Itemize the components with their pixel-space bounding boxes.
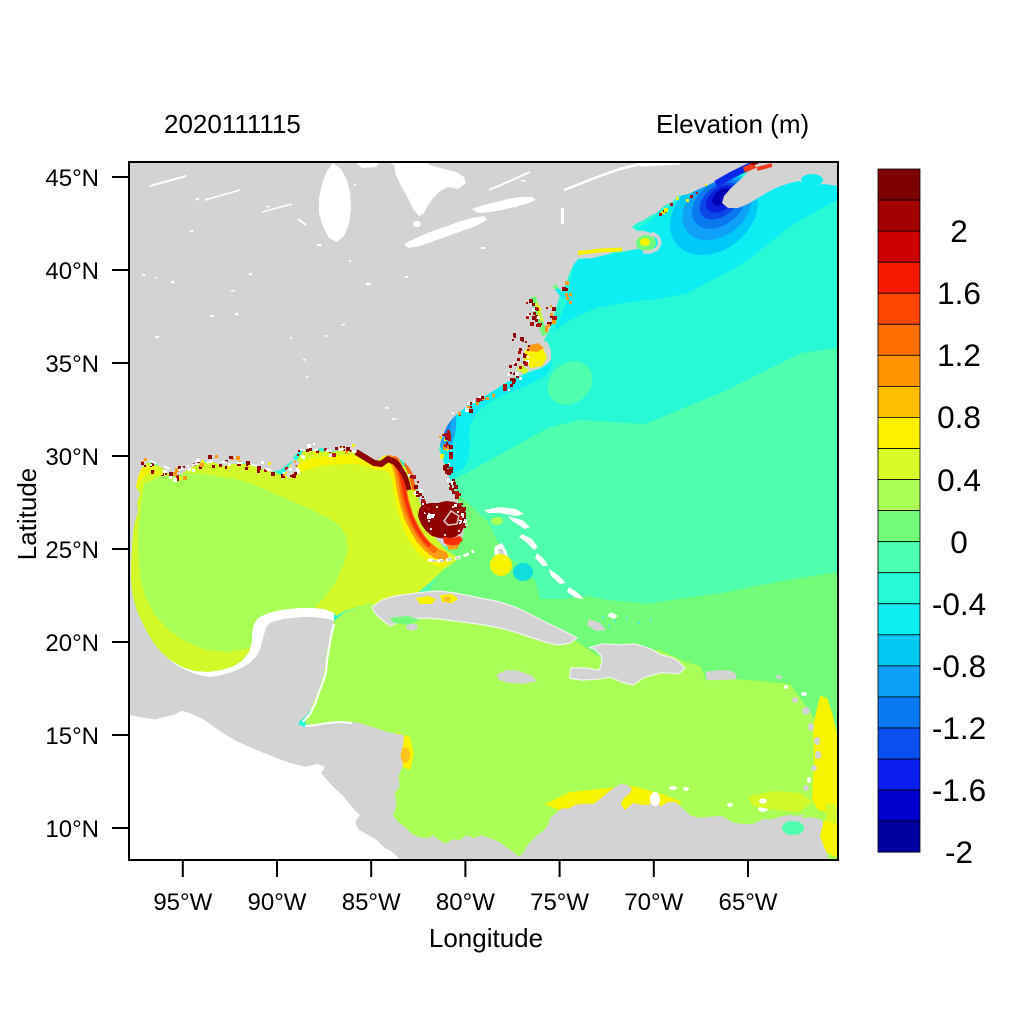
svg-text:-1.2: -1.2 xyxy=(932,710,986,746)
svg-text:1.2: 1.2 xyxy=(937,337,981,373)
svg-text:70°W: 70°W xyxy=(624,889,683,916)
svg-text:15°N: 15°N xyxy=(45,723,99,750)
svg-text:0.4: 0.4 xyxy=(937,462,981,498)
svg-text:85°W: 85°W xyxy=(342,889,401,916)
svg-text:45°N: 45°N xyxy=(45,165,99,192)
svg-text:1.6: 1.6 xyxy=(937,275,981,311)
svg-text:-0.8: -0.8 xyxy=(932,648,986,684)
svg-text:2020111115: 2020111115 xyxy=(164,109,301,139)
svg-text:Latitude: Latitude xyxy=(12,468,42,561)
svg-text:-0.4: -0.4 xyxy=(932,586,986,622)
svg-text:80°W: 80°W xyxy=(436,889,495,916)
svg-text:Elevation (m): Elevation (m) xyxy=(656,109,809,139)
svg-text:35°N: 35°N xyxy=(45,351,99,378)
svg-text:2: 2 xyxy=(950,213,968,249)
svg-text:0: 0 xyxy=(950,524,968,560)
svg-text:Longitude: Longitude xyxy=(429,923,543,953)
svg-text:40°N: 40°N xyxy=(45,258,99,285)
svg-text:10°N: 10°N xyxy=(45,816,99,843)
svg-text:65°W: 65°W xyxy=(719,889,778,916)
svg-text:-1.6: -1.6 xyxy=(932,772,986,808)
svg-text:0.8: 0.8 xyxy=(937,399,981,435)
svg-text:90°W: 90°W xyxy=(248,889,307,916)
svg-text:30°N: 30°N xyxy=(45,444,99,471)
svg-text:95°W: 95°W xyxy=(153,889,212,916)
svg-text:25°N: 25°N xyxy=(45,537,99,564)
svg-text:20°N: 20°N xyxy=(45,630,99,657)
svg-text:-2: -2 xyxy=(945,834,973,870)
svg-text:75°W: 75°W xyxy=(530,889,589,916)
